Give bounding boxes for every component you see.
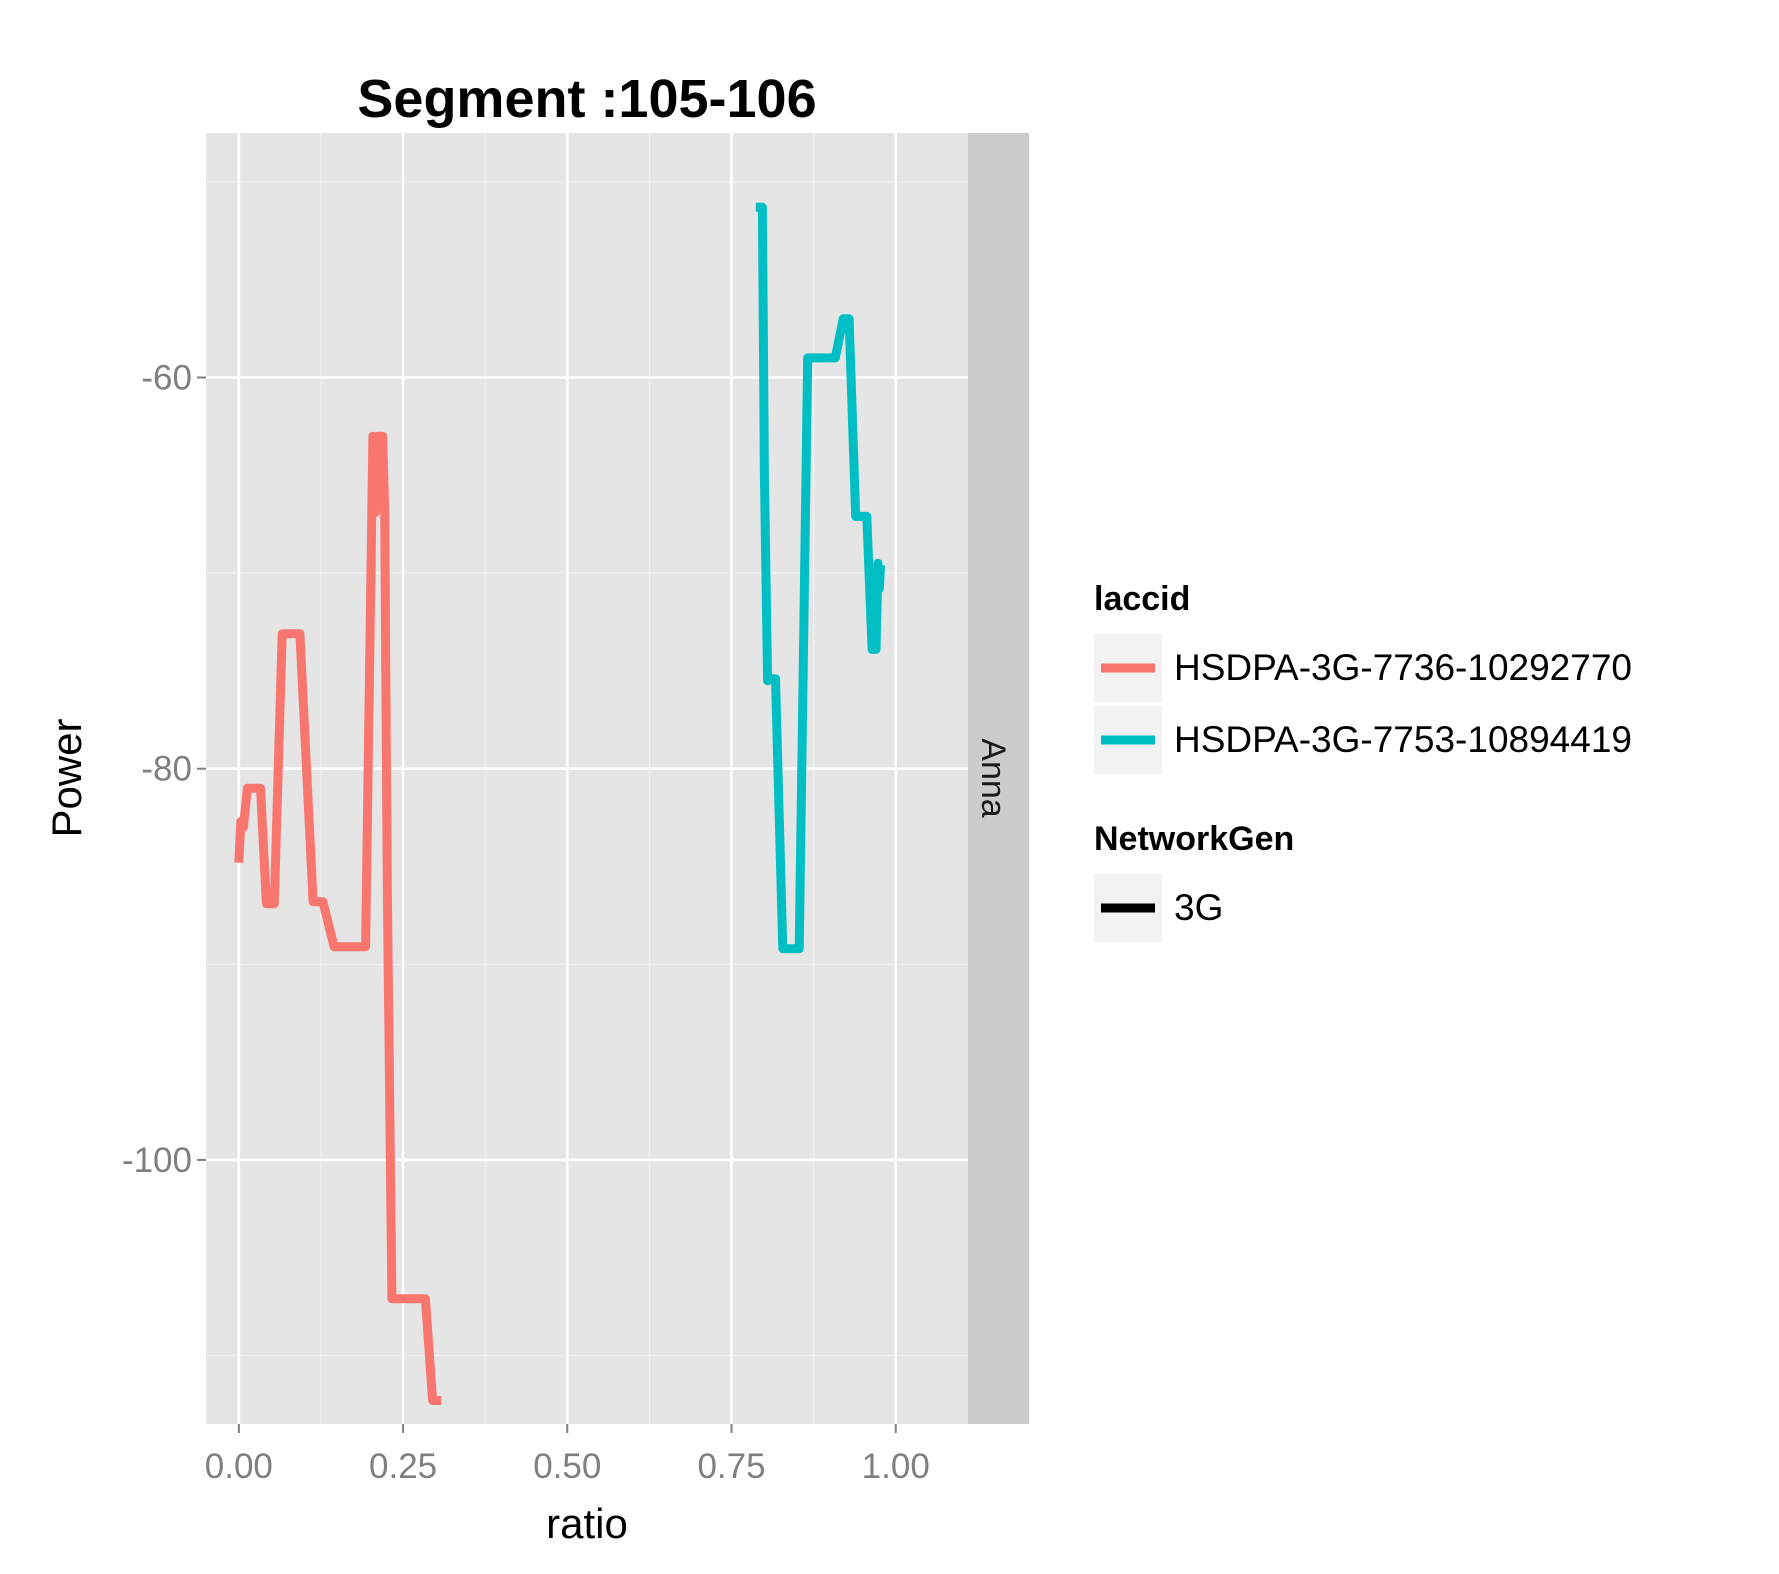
series-line-HSDPA-3G-7736-10292770 (234, 431, 442, 1405)
series-line-HSDPA-3G-7753-10894419 (755, 202, 886, 954)
series-layer (234, 202, 886, 1405)
x-axis: 0.00 0.25 0.50 0.75 1.00 (205, 1424, 930, 1486)
legend-title: laccid (1094, 580, 1190, 618)
facet-strip-label: Anna (974, 738, 1012, 817)
facet-strip (968, 133, 1029, 1424)
chart-title: Segment :105-106 (357, 69, 816, 129)
x-tick-label: 1.00 (862, 1447, 930, 1486)
grid-major (206, 133, 968, 1424)
y-tick-label: -60 (141, 359, 192, 398)
legend-entry-label: HSDPA-3G-7736-10292770 (1174, 647, 1632, 688)
x-tick-label: 0.75 (697, 1447, 765, 1486)
grid-minor (206, 133, 968, 1424)
y-tick-label: -100 (122, 1141, 192, 1180)
x-tick-label: 0.50 (533, 1447, 601, 1486)
legend-entry-label: HSDPA-3G-7753-10894419 (1174, 719, 1632, 760)
legend: laccid HSDPA-3G-7736-10292770 HSDPA-3G-775… (1094, 580, 1632, 942)
y-axis: -60 -80 -100 (122, 359, 206, 1180)
legend-title: NetworkGen (1094, 820, 1294, 858)
legend-entry-label: 3G (1174, 887, 1223, 928)
y-axis-title: Power (43, 718, 90, 837)
x-tick-label: 0.25 (369, 1447, 437, 1486)
y-tick-label: -80 (141, 750, 192, 789)
x-axis-title: ratio (546, 1500, 628, 1547)
x-tick-label: 0.00 (205, 1447, 273, 1486)
